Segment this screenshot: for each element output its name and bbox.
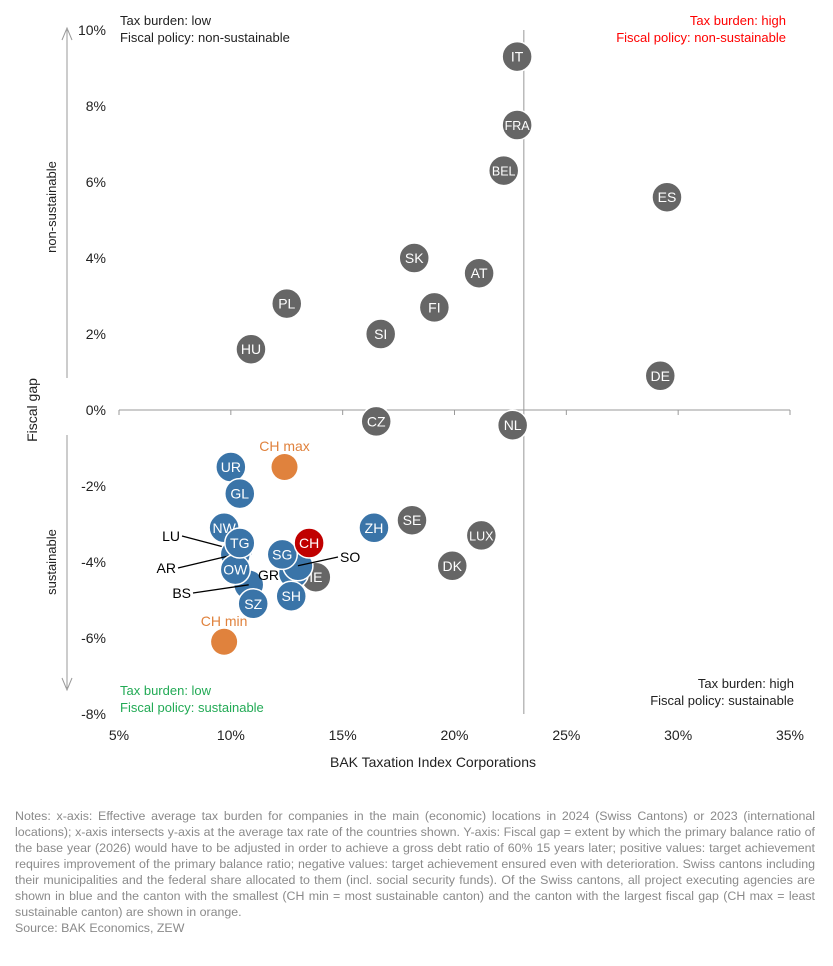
point-nl (496, 409, 529, 441)
point-cz (360, 405, 392, 438)
point-si-label: SI (374, 326, 387, 342)
quadrant-label-bottom-right: Tax burden: high (698, 676, 794, 691)
x-tick-label: 25% (552, 727, 580, 743)
point-hu-label: HU (241, 341, 261, 357)
point-lux-label: LUX (469, 529, 494, 543)
point-so-label: SO (340, 549, 360, 565)
point-sk-label: SK (405, 250, 424, 266)
point-it-label: IT (511, 49, 524, 65)
scatter-chart: 5% 10% 15% 20% 25% 30% 35% -8% -6% -4% -2% 0% 2% 4% 6%… (24, 13, 804, 770)
point-ch-max-label: CH max (259, 438, 310, 454)
point-si (364, 318, 397, 350)
point-ar-label: AR (157, 560, 176, 576)
point-ow-label: OW (223, 562, 248, 578)
point-tg (224, 527, 256, 559)
y-axis-label: Fiscal gap (24, 378, 40, 442)
notes-text: Notes: x-axis: Effective average tax bur… (15, 809, 815, 919)
point-ur-label: UR (221, 459, 241, 475)
point-pl (271, 287, 303, 320)
point-bel (487, 154, 520, 187)
point-ch-min (211, 628, 238, 655)
quadrant-label-top-left: Tax burden: low (120, 13, 212, 28)
point-sk (398, 242, 430, 274)
point-se (396, 504, 428, 536)
point-tg-label: TG (230, 535, 249, 551)
point-sh (275, 580, 307, 612)
point-lu-label: LU (162, 528, 180, 544)
x-tick-label: 20% (440, 727, 468, 743)
point-ch-label: CH (299, 535, 319, 551)
point-zh-label: ZH (365, 520, 384, 536)
y-arrow-label-down: sustainable (44, 529, 59, 595)
point-sh-label: SH (281, 588, 300, 604)
point-gl (224, 477, 256, 510)
up-arrow-icon (61, 26, 73, 41)
down-arrow-icon (61, 677, 73, 692)
point-sg (266, 538, 299, 571)
point-bel-label: BEL (492, 165, 516, 179)
point-fra-label: FRA (505, 119, 531, 133)
point-bs-label: BS (172, 585, 191, 601)
point-ar-leader-line (177, 553, 236, 569)
point-dk (436, 550, 469, 582)
quadrant-label-top-right: Tax burden: high (690, 13, 786, 28)
x-tick-label: 15% (329, 727, 357, 743)
point-cz-label: CZ (367, 413, 386, 429)
point-so-leader-line (297, 556, 339, 567)
point-at-label: AT (471, 265, 488, 281)
quadrant-label-top-left: Fiscal policy: non-sustainable (120, 30, 290, 45)
quadrant-label-bottom-left: Tax burden: low (120, 683, 212, 698)
y-tick-label: -8% (81, 706, 106, 722)
point-ch (293, 527, 325, 559)
point-de (644, 360, 677, 392)
x-tick-label: 10% (217, 727, 245, 743)
point-se-label: SE (403, 512, 422, 528)
point-lux (465, 519, 498, 552)
point-hu (235, 333, 267, 365)
point-es-label: ES (658, 189, 677, 205)
source-text: Source: BAK Economics, ZEW (15, 921, 185, 935)
y-tick-label: 0% (86, 402, 106, 418)
y-tick-label: -2% (81, 478, 106, 494)
point-zh (358, 512, 390, 544)
y-tick-label: -4% (81, 554, 106, 570)
point-fi (418, 291, 451, 324)
quadrant-label-bottom-left: Fiscal policy: sustainable (120, 700, 264, 715)
point-at (463, 257, 495, 289)
quadrant-label-bottom-right: Fiscal policy: sustainable (650, 693, 794, 708)
y-arrow-label-up: non-sustainable (44, 161, 59, 253)
point-ch-max (271, 454, 298, 480)
point-sz-label: SZ (244, 596, 262, 612)
y-tick-label: 8% (86, 98, 106, 114)
y-tick-label: 6% (86, 174, 106, 190)
point-bs-leader-line (192, 584, 249, 594)
point-it (501, 40, 533, 73)
point-es (651, 181, 683, 213)
point-dk-label: DK (443, 558, 463, 574)
quadrant-label-top-right: Fiscal policy: non-sustainable (616, 30, 786, 45)
point-pl-label: PL (278, 296, 295, 312)
y-tick-label: 4% (86, 250, 106, 266)
point-fi-label: FI (428, 299, 440, 315)
point-ch-min-label: CH min (201, 613, 248, 629)
x-axis-label: BAK Taxation Index Corporations (330, 754, 536, 770)
point-sz (237, 588, 269, 620)
point-ie-label: IE (309, 569, 322, 585)
y-tick-label: -6% (81, 630, 106, 646)
point-de-label: DE (651, 368, 670, 384)
x-tick-label: 5% (109, 727, 129, 743)
y-tick-label: 10% (78, 22, 106, 38)
point-sg-label: SG (272, 546, 292, 562)
point-gl-label: GL (230, 486, 249, 502)
y-tick-label: 2% (86, 326, 106, 342)
notes: Notes: x-axis: Effective average tax bur… (15, 808, 815, 936)
point-nl-label: NL (504, 417, 522, 433)
point-fra (501, 109, 533, 141)
x-tick-label: 35% (776, 727, 804, 743)
x-tick-label: 30% (664, 727, 692, 743)
point-gr-label: GR (258, 567, 279, 583)
